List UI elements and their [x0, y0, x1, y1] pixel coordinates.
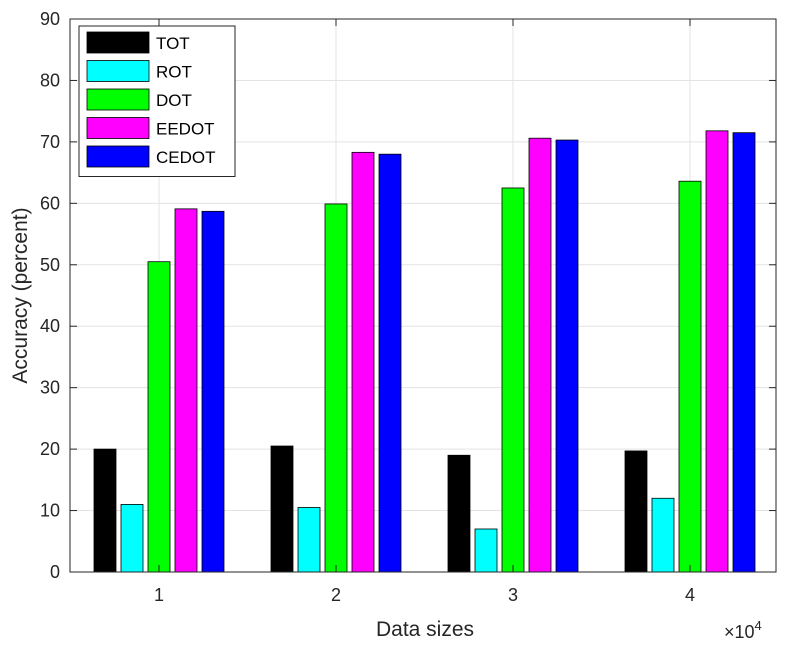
bar-cedot-1 — [201, 210, 225, 573]
bar-rot-4 — [651, 497, 675, 573]
bar-tot-4 — [624, 450, 648, 573]
y-axis-title: Accuracy (percent) — [9, 207, 32, 383]
legend: TOT ROT DOT EEDOT CEDOT — [78, 25, 236, 177]
bar-dot-3 — [501, 187, 525, 573]
bar-eedot-2 — [351, 151, 375, 573]
bar-tot-1 — [93, 448, 117, 573]
legend-swatch-cedot — [86, 145, 150, 168]
bar-eedot-4 — [705, 130, 729, 573]
bar-eedot-1 — [174, 208, 198, 573]
bar-dot-1 — [147, 261, 171, 573]
legend-swatch-eedot — [86, 117, 150, 139]
y-tick-label: 40 — [40, 316, 60, 336]
legend-swatch-dot — [86, 88, 150, 111]
x-tick-label: 4 — [685, 585, 695, 605]
bars — [93, 130, 756, 573]
bar-eedot-3 — [528, 137, 552, 573]
x-axis-exponent: ×104 — [724, 618, 762, 642]
axis-ticks: 0 10 20 30 40 50 60 70 80 90 1 2 3 4 — [40, 9, 776, 605]
y-tick-label: 60 — [40, 193, 60, 213]
y-tick-label: 90 — [40, 9, 60, 29]
x-axis-title: Data sizes — [376, 618, 474, 641]
legend-label-tot: TOT — [156, 34, 190, 53]
bar-tot-2 — [270, 445, 294, 573]
y-tick-label: 30 — [40, 378, 60, 398]
legend-swatch-rot — [86, 60, 150, 82]
bar-dot-4 — [678, 180, 702, 573]
legend-label-cedot: CEDOT — [156, 148, 216, 167]
legend-label-eedot: EEDOT — [156, 120, 215, 139]
y-tick-label: 80 — [40, 70, 60, 90]
x-axis-exponent-power: 4 — [755, 618, 762, 633]
legend-swatch-tot — [86, 31, 150, 54]
legend-label-rot: ROT — [156, 63, 192, 82]
bar-rot-2 — [297, 507, 321, 573]
y-tick-label: 20 — [40, 439, 60, 459]
bar-rot-1 — [120, 504, 144, 573]
legend-label-dot: DOT — [156, 91, 192, 110]
x-tick-label: 1 — [154, 585, 164, 605]
bar-rot-3 — [474, 528, 498, 573]
y-tick-label: 0 — [50, 562, 60, 582]
x-axis-exponent-base: ×10 — [724, 622, 755, 642]
y-tick-label: 70 — [40, 132, 60, 152]
bar-cedot-3 — [555, 139, 579, 573]
y-tick-label: 10 — [40, 501, 60, 521]
x-tick-label: 3 — [508, 585, 518, 605]
x-tick-label: 2 — [331, 585, 341, 605]
bar-dot-2 — [324, 203, 348, 573]
y-tick-label: 50 — [40, 255, 60, 275]
bar-tot-3 — [447, 454, 471, 573]
bar-cedot-2 — [378, 153, 402, 573]
plot-frame — [69, 18, 777, 573]
bar-cedot-4 — [732, 132, 756, 573]
